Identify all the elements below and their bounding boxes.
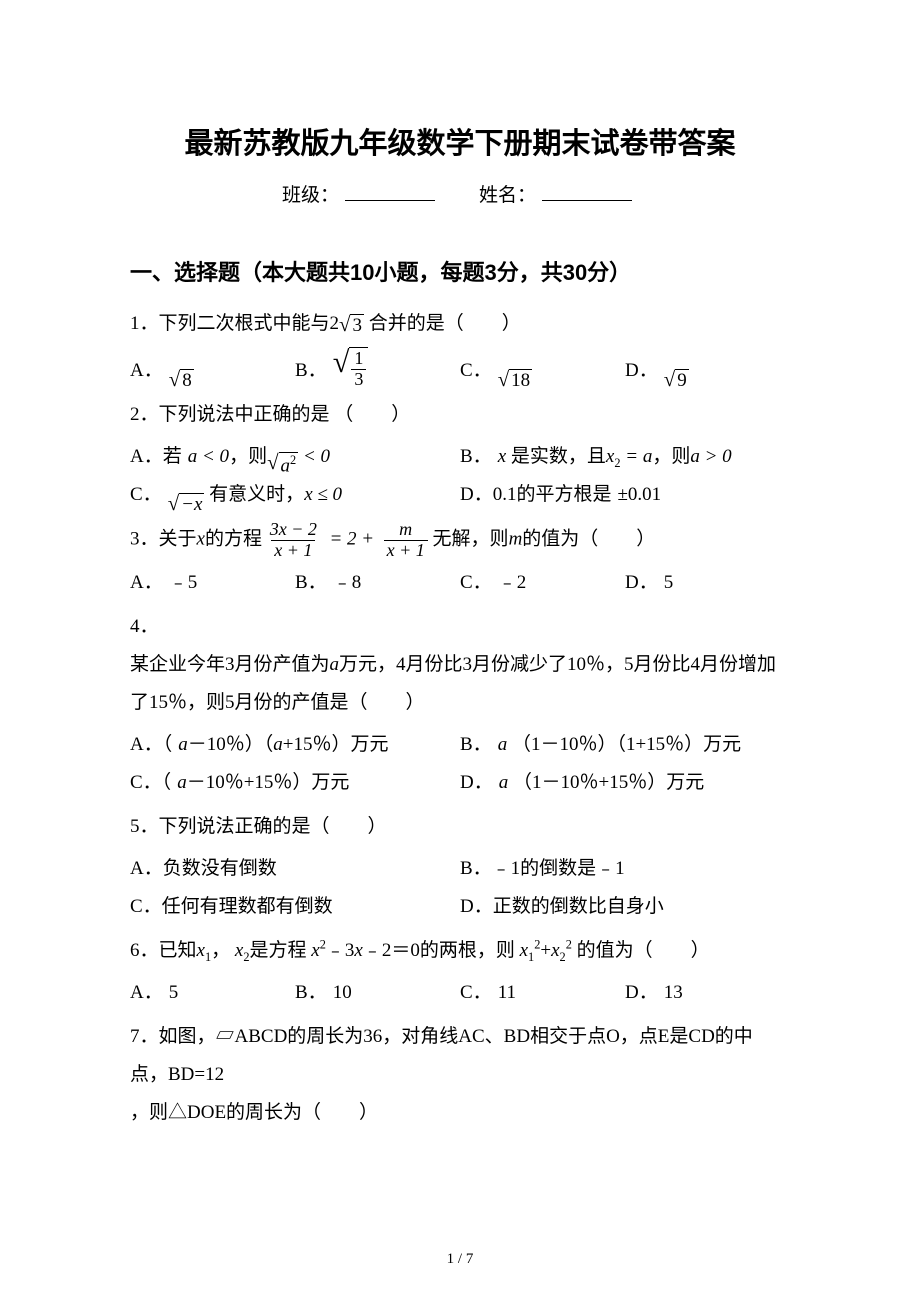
meta-line: 班级： 姓名： <box>130 180 790 207</box>
q7-line1: 7．如图，▱ABCD的周长为36，对角线AC、BD相交于点O，点E是CD的中点，… <box>130 1018 790 1094</box>
q5-opt-c: C．任何有理数都有倒数 <box>130 888 460 926</box>
q5-stem: 5．下列说法正确的是（ ） <box>130 808 790 846</box>
q6-opt-a: A．5 <box>130 974 295 1012</box>
class-blank <box>345 181 435 201</box>
q6-opt-c: C．11 <box>460 974 625 1012</box>
math-text: x <box>606 438 614 476</box>
sqrt-icon: √3 <box>339 314 364 335</box>
q4-opt-a: A．（a－10％）（a+15％）万元 <box>130 726 460 764</box>
page-title: 最新苏教版九年级数学下册期末试卷带答案 <box>130 120 790 162</box>
q4-lead: 4． <box>130 608 790 646</box>
section-1-heading: 一、选择题（本大题共10小题，每题3分，共30分） <box>130 255 790 287</box>
q3-options: A．﹣5 B．﹣8 C．﹣2 D．5 <box>130 564 790 602</box>
q2-options: A．若 a < 0 ，则 √a2 < 0 B． x 是实数，且 x2 = a ，… <box>130 438 790 514</box>
q1-options: A．√8 B．√13 C．√18 D．√9 <box>130 347 790 390</box>
fraction: mx + 1 <box>384 520 428 561</box>
q4-line1: 某企业今年3月份产值为a万元，4月份比3月份减少了10％，5月份比4月份增加 <box>130 646 790 684</box>
q3-opt-a: A．﹣5 <box>130 564 295 602</box>
sqrt-icon: √a2 <box>267 452 298 475</box>
sqrt-icon: √−x <box>168 493 205 514</box>
q2-opt-a: A．若 a < 0 ，则 √a2 < 0 <box>130 438 460 476</box>
q5-opt-b: B．﹣1的倒数是﹣1 <box>460 850 790 888</box>
sqrt-icon: √8 <box>169 369 194 390</box>
class-label: 班级： <box>282 185 339 206</box>
name-label: 姓名： <box>479 185 536 206</box>
q3-opt-c: C．﹣2 <box>460 564 625 602</box>
fraction: 3x − 2x + 1 <box>267 520 320 561</box>
q4-options: A．（a－10％）（a+15％）万元 B．a （1－10％）（1+15％）万元 … <box>130 726 790 802</box>
q1-prefix: 1．下列二次根式中能与2 <box>130 313 339 334</box>
q3-opt-b: B．﹣8 <box>295 564 460 602</box>
sqrt-icon: √13 <box>333 347 369 390</box>
q1-opt-d: D．√9 <box>625 347 790 390</box>
q1-opt-b: B．√13 <box>295 347 460 390</box>
q1-opt-a: A．√8 <box>130 347 295 390</box>
q2-opt-c: C． √−x 有意义时，x ≤ 0 <box>130 476 460 514</box>
q3-opt-d: D．5 <box>625 564 790 602</box>
sqrt-icon: √18 <box>498 369 532 390</box>
q6-stem: 6．已知x1， x2是方程 x2﹣3x﹣2＝0的两根，则 x12+x22 的值为… <box>130 932 790 970</box>
q4-opt-b: B．a （1－10％）（1+15％）万元 <box>460 726 790 764</box>
q4-opt-d: D．a （1－10％+15％）万元 <box>460 764 790 802</box>
q6-opt-b: B．10 <box>295 974 460 1012</box>
q2-opt-b: B． x 是实数，且 x2 = a ，则a > 0 <box>460 438 790 476</box>
math-text: a < 0 <box>188 438 229 476</box>
q6-opt-d: D．13 <box>625 974 790 1012</box>
q5-options: A．负数没有倒数 B．﹣1的倒数是﹣1 C．任何有理数都有倒数 D．正数的倒数比… <box>130 850 790 926</box>
q1-stem: 1．下列二次根式中能与2√3 合并的是（ ） <box>130 305 790 343</box>
q5-opt-d: D．正数的倒数比自身小 <box>460 888 790 926</box>
q3-stem: 3．关于x的方程 3x − 2x + 1 = 2 + mx + 1 无解，则m的… <box>130 520 790 561</box>
q4-line2: 了15％，则5月份的产值是（ ） <box>130 684 790 722</box>
q5-opt-a: A．负数没有倒数 <box>130 850 460 888</box>
q2-stem: 2．下列说法中正确的是 （ ） <box>130 396 790 434</box>
page-number: 1 / 7 <box>0 1251 920 1268</box>
sqrt-icon: √9 <box>664 369 689 390</box>
q7-line2: ，则△DOE的周长为（ ） <box>130 1094 790 1132</box>
q2-d-pm: ±0.01 <box>617 476 661 514</box>
name-blank <box>542 181 632 201</box>
q1-opt-c: C．√18 <box>460 347 625 390</box>
q6-options: A．5 B．10 C．11 D．13 <box>130 974 790 1012</box>
q2-opt-d: D．0.1的平方根是±0.01 <box>460 476 790 514</box>
q4-opt-c: C．（a－10％+15％）万元 <box>130 764 460 802</box>
q1-suffix: 合并的是（ ） <box>369 313 521 334</box>
